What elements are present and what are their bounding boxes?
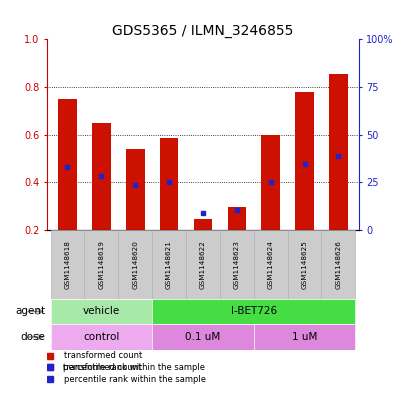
Bar (152, 230, 186, 299)
Bar (160, 138, 178, 230)
Text: vehicle: vehicle (83, 307, 120, 316)
Text: GSM1148623: GSM1148623 (233, 240, 239, 289)
Bar (92, 123, 110, 230)
Text: percentile rank within the sample: percentile rank within the sample (64, 375, 206, 384)
Text: I-BET726: I-BET726 (230, 307, 276, 316)
Text: GSM1148619: GSM1148619 (98, 240, 104, 289)
Bar (193, 219, 212, 230)
Text: GSM1148618: GSM1148618 (64, 240, 70, 289)
Bar (287, 230, 321, 299)
Bar (219, 230, 253, 299)
Bar (186, 230, 219, 299)
Bar (118, 230, 152, 299)
Bar (152, 299, 355, 324)
Bar (50, 299, 152, 324)
Bar (50, 230, 84, 299)
Bar (152, 324, 253, 350)
Bar (261, 134, 279, 230)
Text: dose: dose (20, 332, 45, 342)
Bar (50, 324, 152, 350)
Bar (58, 99, 76, 230)
Bar (126, 149, 144, 230)
Bar (294, 92, 313, 230)
Text: 0.1 uM: 0.1 uM (185, 332, 220, 342)
Text: transformed count: transformed count (64, 351, 142, 360)
Text: 1 uM: 1 uM (291, 332, 317, 342)
Text: GSM1148624: GSM1148624 (267, 240, 273, 289)
Text: percentile rank within the sample: percentile rank within the sample (63, 363, 204, 372)
Text: control: control (83, 332, 119, 342)
Bar (84, 230, 118, 299)
Text: GSM1148625: GSM1148625 (301, 240, 307, 289)
Text: GSM1148626: GSM1148626 (335, 240, 341, 289)
Title: GDS5365 / ILMN_3246855: GDS5365 / ILMN_3246855 (112, 24, 293, 38)
Text: transformed count: transformed count (63, 363, 141, 372)
Bar (328, 74, 347, 230)
Bar (253, 230, 287, 299)
Bar (253, 324, 355, 350)
Bar (227, 207, 245, 230)
Text: GSM1148620: GSM1148620 (132, 240, 138, 289)
Text: GSM1148622: GSM1148622 (200, 240, 205, 289)
Bar (321, 230, 355, 299)
Text: agent: agent (15, 307, 45, 316)
Text: GSM1148621: GSM1148621 (166, 240, 172, 289)
